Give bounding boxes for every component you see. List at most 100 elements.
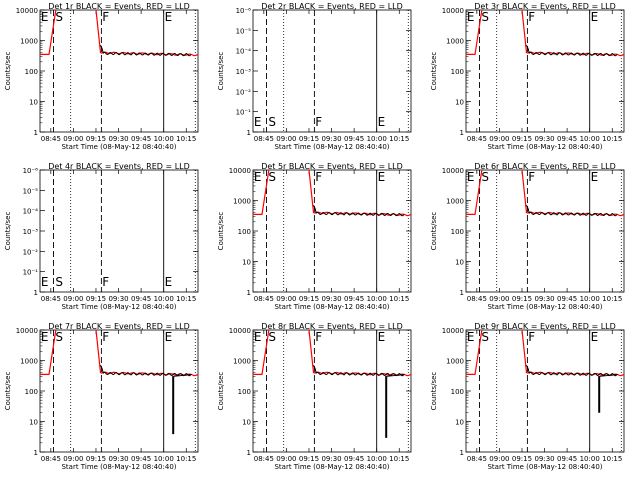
x-tick-label: 09:30	[108, 455, 128, 463]
x-tick-label: 09:00	[489, 135, 509, 143]
x-tick-label: 09:45	[557, 135, 577, 143]
y-tick-label: 100	[25, 388, 38, 396]
x-tick-label: 09:00	[63, 455, 83, 463]
x-tick-label: 09:15	[512, 295, 532, 303]
x-tick-label: 09:30	[108, 295, 128, 303]
x-tick-label: 09:45	[557, 295, 577, 303]
marker-f: F	[528, 170, 535, 184]
plot-frame	[252, 329, 412, 453]
y-tick-label: 10000	[442, 7, 464, 15]
plot-frame	[39, 9, 199, 133]
y-axis-label: Counts/sec	[430, 372, 438, 411]
marker-e: E	[378, 170, 386, 184]
panel-det-6: Det 6r BLACK = Events, RED = LLD 1 10 100 10…	[430, 162, 625, 311]
y-tick-label: 10	[29, 419, 38, 427]
series-events	[100, 364, 193, 435]
marker-s: S	[481, 330, 489, 344]
series-lld	[466, 170, 624, 217]
y-axis-label: Counts/sec	[4, 52, 12, 91]
y-tick-label: 1000	[446, 38, 464, 46]
marker-f: F	[102, 275, 109, 289]
plot-data	[466, 170, 624, 217]
series-events	[313, 204, 405, 217]
marker-s: S	[55, 275, 63, 289]
x-tick-label: 10:00	[367, 455, 387, 463]
y-tick-label: 10000	[442, 167, 464, 175]
y-tick-label: 1000	[446, 198, 464, 206]
x-tick-label: 10:15	[602, 135, 622, 143]
x-tick-label: 09:30	[534, 455, 554, 463]
x-tick-label: 09:45	[131, 295, 151, 303]
y-tick-label: 1	[460, 449, 464, 457]
plot-data	[466, 330, 624, 413]
x-axis-label: Start Time (08-May-12 08:40:40)	[274, 143, 389, 151]
y-tick-label: 10000	[442, 327, 464, 335]
marker-f: F	[528, 330, 535, 344]
y-tick-label: 10000	[16, 327, 38, 335]
x-tick-label: 10:15	[389, 455, 409, 463]
marker-s: S	[55, 10, 63, 24]
x-tick-label: 10:15	[389, 295, 409, 303]
series-lld	[466, 10, 624, 57]
x-tick-label: 09:15	[299, 295, 319, 303]
x-tick-label: 09:15	[512, 455, 532, 463]
y-tick-label: 10⁻²	[236, 88, 252, 96]
x-tick-label: 09:15	[86, 295, 106, 303]
x-axis-label: Start Time (08-May-12 08:40:40)	[61, 463, 176, 471]
plot-frame	[465, 329, 625, 453]
x-tick-label: 09:00	[63, 295, 83, 303]
y-tick-label: 10⁻⁵	[236, 27, 252, 35]
series-lld	[253, 170, 411, 217]
plot-data	[40, 10, 198, 57]
y-tick-label: 100	[451, 388, 464, 396]
marker-e: E	[467, 10, 475, 24]
x-tick-label: 08:45	[41, 295, 61, 303]
x-tick-label: 08:45	[467, 135, 487, 143]
y-tick-label: 1	[34, 289, 38, 297]
x-axis-label: Start Time (08-May-12 08:40:40)	[274, 303, 389, 311]
marker-e: E	[378, 115, 386, 129]
plot-frame	[465, 169, 625, 293]
x-tick-label: 09:00	[63, 135, 83, 143]
y-tick-label: 1	[460, 289, 464, 297]
y-axis-label: Counts/sec	[4, 372, 12, 411]
y-tick-label: 100	[238, 228, 251, 236]
series-events	[526, 364, 619, 413]
plot-data	[253, 330, 411, 438]
x-tick-label: 08:45	[254, 295, 274, 303]
y-tick-label: 1	[247, 289, 251, 297]
x-tick-label: 08:45	[41, 135, 61, 143]
panel-title: Det 7r BLACK = Events, RED = LLD	[48, 322, 190, 331]
x-tick-label: 10:15	[389, 135, 409, 143]
x-tick-label: 09:30	[534, 295, 554, 303]
x-tick-label: 10:15	[602, 295, 622, 303]
marker-s: S	[268, 330, 276, 344]
y-tick-label: 1	[247, 129, 251, 137]
x-tick-label: 08:45	[467, 295, 487, 303]
panel-det-2: Det 2r BLACK = Events, RED = LLD 1 10⁻¹ 10⁻…	[217, 2, 412, 151]
marker-e: E	[378, 330, 386, 344]
panel-title: Det 1r BLACK = Events, RED = LLD	[48, 2, 190, 11]
panel-title: Det 6r BLACK = Events, RED = LLD	[474, 162, 616, 171]
plot-data	[466, 10, 624, 57]
x-axis-label: Start Time (08-May-12 08:40:40)	[487, 303, 602, 311]
y-axis-label: Counts/sec	[217, 212, 225, 251]
y-tick-label: 10⁻³	[23, 228, 39, 236]
series-lld	[253, 330, 411, 377]
marker-s: S	[268, 170, 276, 184]
marker-f: F	[315, 330, 322, 344]
x-tick-label: 10:00	[580, 455, 600, 463]
y-tick-label: 1	[247, 449, 251, 457]
y-tick-label: 10⁻³	[236, 68, 252, 76]
x-tick-label: 09:45	[131, 455, 151, 463]
x-tick-label: 09:00	[276, 135, 296, 143]
x-tick-label: 09:45	[344, 295, 364, 303]
x-tick-label: 09:00	[276, 295, 296, 303]
x-tick-label: 10:00	[580, 295, 600, 303]
marker-s: S	[55, 330, 63, 344]
x-tick-label: 10:15	[176, 135, 196, 143]
x-tick-label: 10:00	[580, 135, 600, 143]
x-tick-label: 09:15	[512, 135, 532, 143]
